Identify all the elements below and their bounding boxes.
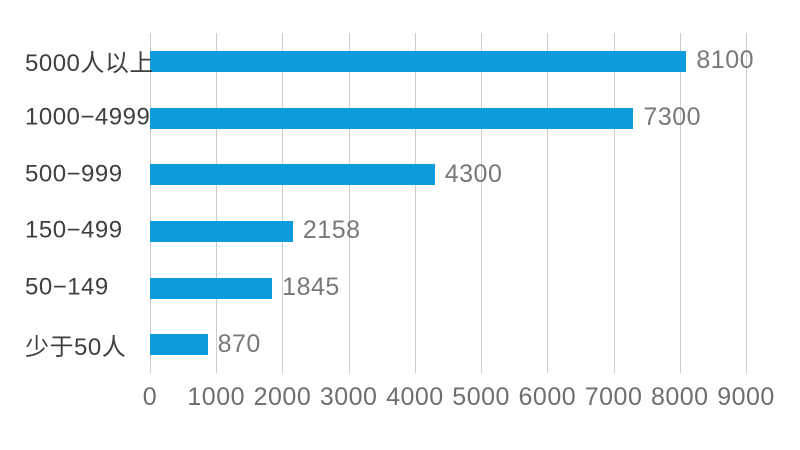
bar	[150, 164, 435, 186]
bar	[150, 50, 687, 72]
gridline	[414, 33, 416, 373]
value-label: 8100	[696, 46, 755, 75]
bar	[150, 220, 293, 242]
gridline	[679, 33, 681, 373]
gridline	[481, 33, 483, 373]
bar	[150, 277, 273, 299]
x-axis-tick-label: 7000	[584, 383, 643, 411]
x-axis-tick-label: 6000	[518, 383, 577, 411]
plot-area: 8100 7300 4300 2158 1845 870	[150, 33, 754, 373]
category-label: 50−149	[25, 273, 109, 301]
gridline	[613, 33, 615, 373]
x-axis-tick-label: 9000	[717, 383, 775, 411]
bar	[150, 334, 208, 356]
category-label: 1000−4999	[25, 103, 151, 131]
gridline	[746, 33, 747, 373]
x-axis-tick-label: 1000	[187, 383, 246, 411]
value-label: 7300	[643, 102, 702, 131]
gridline	[348, 33, 350, 373]
value-label: 870	[217, 329, 261, 358]
category-label: 5000人以上	[25, 50, 154, 78]
x-axis-tick-label: 4000	[386, 383, 444, 411]
x-axis-tick-label: 8000	[650, 383, 709, 411]
value-label: 4300	[444, 159, 503, 188]
x-axis-tick-label: 3000	[319, 383, 378, 411]
x-axis-tick-label: 5000	[452, 383, 510, 411]
category-label: 150−499	[25, 216, 123, 244]
x-axis-tick-label: 0	[142, 383, 158, 411]
gridline	[547, 33, 549, 373]
x-axis-tick-label: 2000	[253, 383, 312, 411]
value-label: 1845	[282, 272, 340, 301]
value-label: 2158	[302, 216, 361, 245]
category-label: 少于50人	[25, 333, 127, 361]
category-label: 500−999	[25, 160, 123, 188]
gridline	[216, 33, 218, 373]
bar	[150, 107, 634, 129]
gridline	[282, 33, 284, 373]
gridline	[150, 33, 151, 373]
